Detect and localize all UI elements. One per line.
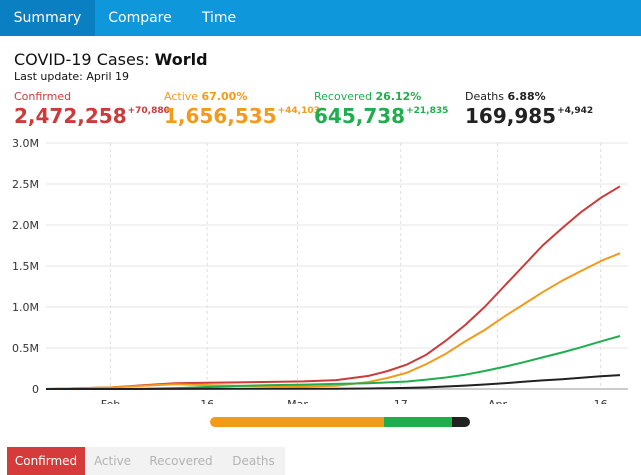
y-tick-label: 0.5M — [12, 342, 39, 355]
series-tab-bar: Confirmed Active Recovered Deaths — [7, 447, 285, 475]
x-tick-label: Feb — [101, 398, 120, 404]
stat-recovered-delta: +21,835 — [406, 106, 449, 116]
stat-confirmed: Confirmed 2,472,258+70,880 — [14, 90, 170, 128]
stat-deaths-value: 169,985+4,942 — [465, 104, 594, 128]
timeline-deaths-segment[interactable] — [452, 417, 470, 427]
stat-deaths-pct: 6.88% — [507, 90, 546, 103]
tab-deaths[interactable]: Deaths — [232, 454, 275, 468]
stat-active-value: 1,656,535+44,103 — [164, 104, 320, 128]
top-tab-bar: Summary Compare Time — [0, 0, 641, 36]
series-line-active — [45, 252, 621, 390]
y-tick-label: 1.0M — [12, 301, 39, 314]
x-tick-label: Mar — [287, 398, 308, 404]
title-prefix: COVID-19 Cases: — [14, 50, 150, 69]
tab-summary[interactable]: Summary — [0, 0, 95, 36]
tab-recovered[interactable]: Recovered — [149, 454, 213, 468]
y-tick-label: 2.5M — [12, 178, 39, 191]
stat-active-pct: 67.00% — [201, 90, 248, 103]
x-tick-label: 16 — [594, 398, 608, 404]
stat-confirmed-label: Confirmed — [14, 90, 72, 103]
title-region: World — [154, 50, 208, 69]
x-tick-label: Apr — [488, 398, 508, 404]
tab-confirmed[interactable]: Confirmed — [7, 447, 85, 475]
timeline-recovered-segment[interactable] — [384, 417, 453, 427]
stat-recovered-pct: 26.12% — [375, 90, 422, 103]
last-update-text: Last update: April 19 — [14, 70, 130, 83]
stat-confirmed-delta: +70,880 — [127, 106, 170, 116]
y-tick-label: 0 — [32, 383, 39, 396]
cases-line-chart: 0 0.5M 1.0M 1.5M 2.0M 2.5M 3.0M Feb 16 Mar 17 Apr 16 — [12, 137, 628, 404]
tab-active[interactable]: Active — [93, 454, 132, 468]
tab-compare[interactable]: Compare — [108, 10, 172, 26]
stat-recovered-value: 645,738+21,835 — [314, 104, 449, 128]
stat-recovered-label: Recovered 26.12% — [314, 90, 422, 103]
x-tick-label: 17 — [394, 398, 408, 404]
series-line-recovered — [46, 335, 621, 390]
y-tick-label: 1.5M — [12, 260, 39, 273]
y-tick-label: 3.0M — [12, 137, 39, 150]
stat-active-delta: +44,103 — [277, 106, 320, 116]
stat-active-label: Active 67.00% — [164, 90, 248, 103]
stat-deaths-label: Deaths 6.88% — [465, 90, 546, 103]
y-tick-label: 2.0M — [12, 219, 39, 232]
page-title: COVID-19 Cases: World — [14, 50, 208, 69]
x-tick-label: 16 — [200, 398, 214, 404]
timeline-active-segment[interactable] — [210, 417, 385, 427]
tab-time[interactable]: Time — [201, 10, 237, 26]
series-line-deaths — [46, 374, 621, 390]
stat-recovered: Recovered 26.12% 645,738+21,835 — [314, 90, 448, 128]
stat-active: Active 67.00% 1,656,535+44,103 — [164, 90, 320, 128]
stat-deaths: Deaths 6.88% 169,985+4,942 — [465, 90, 593, 128]
stat-deaths-delta: +4,942 — [557, 106, 594, 116]
stat-confirmed-value: 2,472,258+70,880 — [14, 104, 170, 128]
